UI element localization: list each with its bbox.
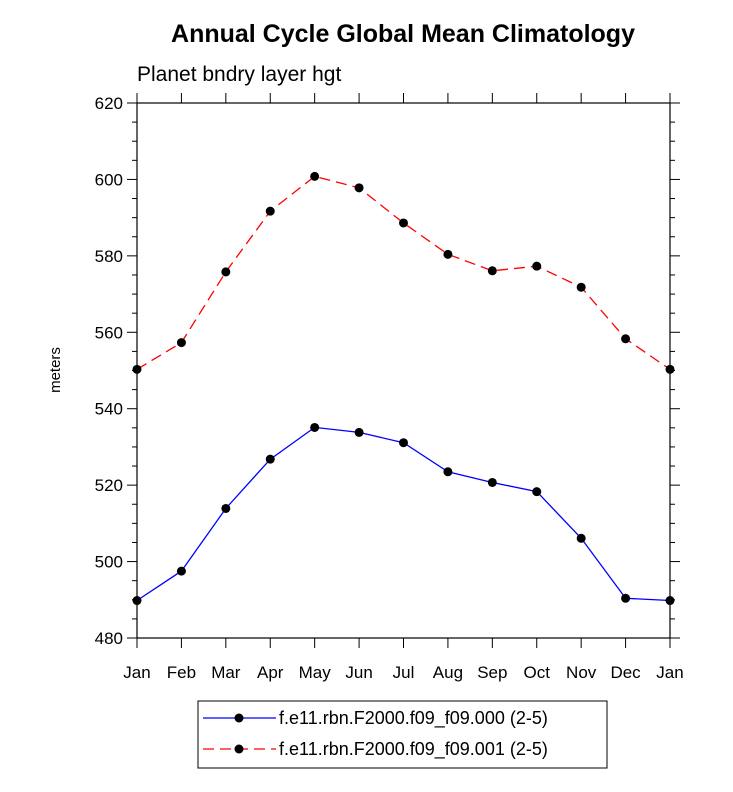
data-point-series-2 <box>487 266 497 276</box>
x-tick-label: Jan <box>656 663 683 682</box>
x-tick-label: Nov <box>566 663 597 682</box>
data-point-series-2 <box>132 364 142 374</box>
data-point-series-2 <box>621 334 631 344</box>
x-tick-label: Dec <box>610 663 641 682</box>
x-tick-label: Mar <box>211 663 241 682</box>
y-tick-label: 520 <box>95 476 123 495</box>
ticks-layer: 480 500 520 540 560 580 600 620 Jan Feb Mar Apr May J… <box>95 93 684 682</box>
series-line-1 <box>136 426 671 602</box>
x-tick-label: Apr <box>257 663 284 682</box>
y-tick-label: 600 <box>95 170 123 189</box>
data-point-series-2 <box>176 338 186 348</box>
data-point-series-2 <box>665 364 675 374</box>
data-point-series-1 <box>176 566 186 576</box>
data-point-series-1 <box>132 596 142 606</box>
y-tick-label: 580 <box>95 247 123 266</box>
data-point-series-1 <box>399 438 408 448</box>
y-axis-label: meters <box>47 347 64 393</box>
y-tick-label: 500 <box>95 553 123 572</box>
data-point-series-2 <box>399 218 408 228</box>
x-tick-label: Aug <box>433 663 463 682</box>
chart-title: Annual Cycle Global Mean Climatology <box>171 20 635 48</box>
data-point-series-1 <box>265 454 275 464</box>
data-point-series-2 <box>443 249 453 259</box>
legend-label-series-1: f.e11.rbn.F2000.f09_f09.000 (2-5) <box>279 708 548 729</box>
data-point-series-1 <box>576 533 586 543</box>
data-point-series-1 <box>532 487 542 497</box>
data-point-series-2 <box>265 206 275 216</box>
legend-marker-series-2 <box>234 744 244 754</box>
data-point-series-1 <box>221 503 231 513</box>
legend-label-series-2: f.e11.rbn.F2000.f09_f09.001 (2-5) <box>279 739 548 760</box>
x-tick-label: Oct <box>524 663 551 682</box>
chart-subtitle: Planet bndry layer hgt <box>137 63 341 86</box>
data-point-series-2 <box>576 282 586 292</box>
x-tick-label: Jun <box>345 663 372 682</box>
data-point-series-1 <box>310 422 320 432</box>
data-point-series-1 <box>487 477 497 487</box>
data-point-series-1 <box>443 467 453 477</box>
data-point-series-2 <box>532 261 542 271</box>
x-tick-label: Jul <box>393 663 415 682</box>
series-layer <box>132 171 675 606</box>
y-tick-label: 620 <box>95 94 123 113</box>
legend-box <box>197 700 608 769</box>
legend: f.e11.rbn.F2000.f09_f09.000 (2-5) f.e11.… <box>197 700 608 769</box>
data-point-series-2 <box>310 171 320 181</box>
data-point-series-1 <box>665 596 675 606</box>
data-point-series-1 <box>621 593 631 603</box>
data-point-series-1 <box>354 427 364 437</box>
y-tick-label: 540 <box>95 400 123 419</box>
data-point-series-2 <box>354 183 364 193</box>
y-tick-label: 480 <box>95 629 123 648</box>
x-tick-label: Feb <box>167 663 196 682</box>
x-tick-label: Jan <box>123 663 150 682</box>
plot-frame <box>136 102 671 639</box>
x-tick-label: Sep <box>477 663 507 682</box>
series-line-2 <box>136 175 671 370</box>
x-tick-label: May <box>299 663 332 682</box>
legend-marker-series-1 <box>234 713 244 723</box>
data-point-series-2 <box>221 267 231 277</box>
y-tick-label: 560 <box>95 323 123 342</box>
